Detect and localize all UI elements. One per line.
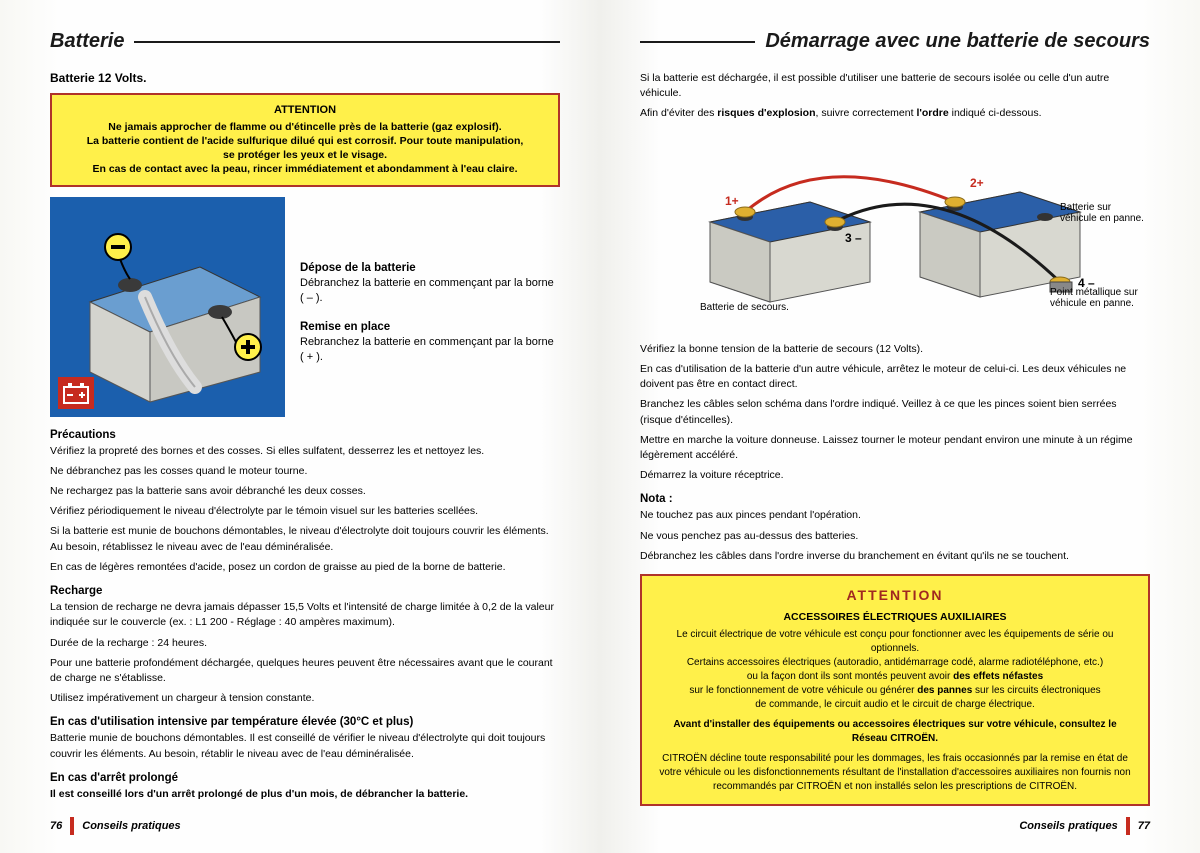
- recharge-2: Durée de la recharge : 24 heures.: [50, 636, 560, 651]
- warning-line-1: Ne jamais approcher de flamme ou d'étinc…: [108, 121, 501, 133]
- precautions-6: En cas de légères remontées d'acide, pos…: [50, 560, 560, 575]
- warn-l3: ou la façon dont ils sont montés peuvent…: [656, 670, 1134, 684]
- precautions-5: Si la batterie est munie de bouchons dém…: [50, 524, 560, 554]
- right-p2: En cas d'utilisation de la batterie d'un…: [640, 362, 1150, 392]
- recharge-3: Pour une batterie profondément déchargée…: [50, 656, 560, 686]
- label-point: Point métallique sur véhicule en panne.: [1050, 287, 1150, 309]
- title-row-right: Démarrage avec une batterie de secours: [640, 30, 1150, 53]
- recharge-1: La tension de recharge ne devra jamais d…: [50, 600, 560, 630]
- depose-heading: Dépose de la batterie: [300, 261, 560, 277]
- warn-l7: CITROËN décline toute responsabilité pou…: [656, 752, 1134, 794]
- remise-heading: Remise en place: [300, 320, 560, 336]
- precautions-heading: Précautions: [50, 429, 560, 441]
- page-right: Démarrage avec une batterie de secours S…: [600, 0, 1200, 853]
- right-p5: Démarrez la voiture réceptrice.: [640, 468, 1150, 483]
- nota-2: Ne vous penchez pas au-dessus des batter…: [640, 529, 1150, 544]
- book-spread: Batterie Batterie 12 Volts. ATTENTION Ne…: [0, 0, 1200, 853]
- red-bar-icon: [1126, 817, 1130, 835]
- footer-right: Conseils pratiques 77: [650, 817, 1150, 835]
- title-rule: [134, 41, 560, 43]
- footer-label: Conseils pratiques: [82, 820, 180, 832]
- footer-left: 76 Conseils pratiques: [50, 817, 550, 835]
- warn-l6: Avant d'installer des équipements ou acc…: [673, 719, 1116, 744]
- page-title: Batterie: [50, 30, 124, 53]
- remise-text: Rebranchez la batterie en commençant par…: [300, 336, 554, 363]
- warning-line-4: En cas de contact avec la peau, rincer i…: [93, 163, 518, 175]
- title-rule: [640, 41, 755, 43]
- red-bar-icon: [70, 817, 74, 835]
- warning-line-3: se protéger les yeux et le visage.: [223, 149, 387, 161]
- diagram-label-3: 3 –: [845, 231, 862, 245]
- precautions-1: Vérifiez la propreté des bornes et des c…: [50, 444, 560, 459]
- intensive-text: Batterie munie de bouchons démontables. …: [50, 731, 560, 761]
- image-row: Dépose de la batterie Débranchez la batt…: [50, 197, 560, 417]
- diagram-label-2: 2+: [970, 176, 984, 190]
- page-title-right: Démarrage avec une batterie de secours: [765, 30, 1150, 53]
- title-row: Batterie: [50, 30, 560, 53]
- precautions-2: Ne débranchez pas les cosses quand le mo…: [50, 464, 560, 479]
- right-p3: Branchez les câbles selon schéma dans l'…: [640, 397, 1150, 427]
- label-secours: Batterie de secours.: [700, 302, 789, 313]
- page-number: 76: [50, 820, 62, 832]
- nota-heading: Nota :: [640, 493, 1150, 505]
- warning-title: ATTENTION: [64, 103, 546, 118]
- intensive-heading: En cas d'utilisation intensive par tempé…: [50, 716, 560, 728]
- warning-line-2: La batterie contient de l'acide sulfuriq…: [87, 135, 524, 147]
- page-left: Batterie Batterie 12 Volts. ATTENTION Ne…: [0, 0, 600, 853]
- diagram-label-1: 1+: [725, 194, 739, 208]
- warning-box-left: ATTENTION Ne jamais approcher de flamme …: [50, 93, 560, 187]
- page-number-right: 77: [1138, 820, 1150, 832]
- arret-text: Il est conseillé lors d'un arrêt prolong…: [50, 787, 560, 802]
- right-p1: Vérifiez la bonne tension de la batterie…: [640, 342, 1150, 357]
- warn-l2: Certains accessoires électriques (autora…: [656, 656, 1134, 670]
- recharge-4: Utilisez impérativement un chargeur à te…: [50, 691, 560, 706]
- intro-2: Afin d'éviter des risques d'explosion, s…: [640, 106, 1150, 121]
- image-side-text: Dépose de la batterie Débranchez la batt…: [300, 197, 560, 417]
- battery-voltage: Batterie 12 Volts.: [50, 71, 560, 85]
- label-panne: Batterie sur véhicule en panne.: [1060, 202, 1150, 224]
- battery-illustration: [50, 197, 285, 417]
- warn-l5: de commande, le circuit audio et le circ…: [656, 698, 1134, 712]
- warning-big: ATTENTION: [656, 586, 1134, 606]
- right-p4: Mettre en marche la voiture donneuse. La…: [640, 433, 1150, 463]
- warning-sub: ACCESSOIRES ÉLECTRIQUES AUXILIAIRES: [656, 610, 1134, 625]
- precautions-4: Vérifiez périodiquement le niveau d'élec…: [50, 504, 560, 519]
- warn-l4: sur le fonctionnement de votre véhicule …: [656, 684, 1134, 698]
- arret-heading: En cas d'arrêt prolongé: [50, 772, 560, 784]
- warn-l1: Le circuit électrique de votre véhicule …: [656, 628, 1134, 656]
- depose-text: Débranchez la batterie en commençant par…: [300, 277, 554, 304]
- footer-label-right: Conseils pratiques: [1019, 820, 1117, 832]
- nota-3: Débranchez les câbles dans l'ordre inver…: [640, 549, 1150, 564]
- jump-start-diagram: 1+ 2+ 3 – 4 – Batterie de secours. Batte…: [640, 127, 1150, 332]
- warning-box-right: ATTENTION ACCESSOIRES ÉLECTRIQUES AUXILI…: [640, 574, 1150, 806]
- precautions-3: Ne rechargez pas la batterie sans avoir …: [50, 484, 560, 499]
- intro-1: Si la batterie est déchargée, il est pos…: [640, 71, 1150, 101]
- nota-1: Ne touchez pas aux pinces pendant l'opér…: [640, 508, 1150, 523]
- recharge-heading: Recharge: [50, 585, 560, 597]
